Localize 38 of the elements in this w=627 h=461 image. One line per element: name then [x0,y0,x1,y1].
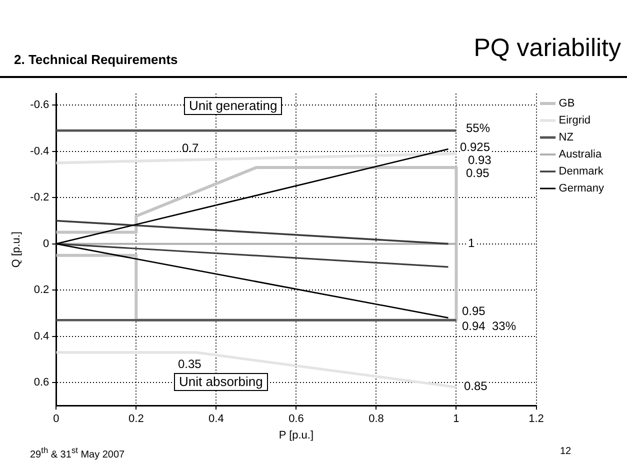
annotation: 55% [466,121,490,136]
y-tick-label: 0.6 [34,376,50,389]
y-tick-label: 0.2 [34,284,50,296]
annotation: 0.35 [178,357,202,372]
annotation: Unit generating [184,97,282,116]
x-tick-label: 0 [53,413,60,426]
annotation: 0.85 [464,379,488,394]
annotation: 0.95 [462,304,486,318]
annotation: 0.93 [468,153,492,168]
x-tick-label: 0.4 [208,413,224,426]
annotation: 33% [492,319,516,334]
annotation: 0.925 [460,140,490,154]
x-tick-label: 1 [453,413,460,426]
text: 12 [560,446,572,457]
y-tick-label: 0 [43,238,50,250]
legend-label: Australia [558,148,602,161]
x-tick-label: 0.6 [288,413,304,426]
x-tick-label: 1.2 [528,413,544,426]
chart-subtitle: 2. Technical Requirements [14,52,178,67]
legend-label: NZ [558,132,574,144]
annotation: 0.94 [462,319,486,334]
legend-label: Germany [558,182,604,195]
legend-label: Denmark [558,166,604,178]
x-axis-title: P [p.u.] [278,429,314,442]
y-tick-label: -0.2 [30,192,50,204]
legend-label: Eirgrid [558,114,591,127]
x-tick-label: 0.2 [128,413,144,426]
annotation: 1 [468,236,475,250]
y-tick-label: -0.6 [30,99,50,112]
text: 29$^{th}$ & 31$^{st}$ May 2007 [30,445,125,460]
chart-title: PQ variability [474,34,621,63]
annotation: Unit absorbing [174,373,268,392]
legend-label: GB [558,98,575,110]
x-tick-label: 0.8 [368,413,384,426]
annotation: 0.95 [466,166,490,180]
y-axis-title: Q [p.u.] [10,232,23,268]
y-tick-label: -0.4 [30,145,50,158]
y-tick-label: 0.4 [34,330,50,342]
